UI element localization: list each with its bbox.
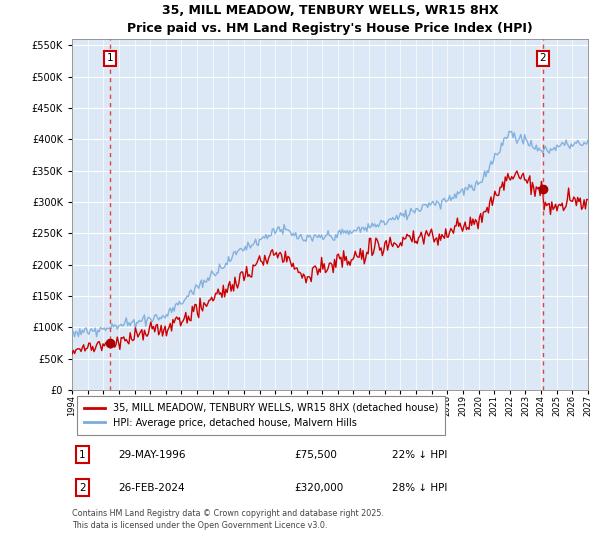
Text: 22% ↓ HPI: 22% ↓ HPI (392, 450, 447, 460)
Text: 2: 2 (79, 483, 86, 492)
Text: 29-MAY-1996: 29-MAY-1996 (118, 450, 186, 460)
Text: 2: 2 (539, 53, 546, 63)
Text: 1: 1 (107, 53, 113, 63)
Text: £75,500: £75,500 (294, 450, 337, 460)
Text: 28% ↓ HPI: 28% ↓ HPI (392, 483, 447, 492)
Legend: 35, MILL MEADOW, TENBURY WELLS, WR15 8HX (detached house), HPI: Average price, d: 35, MILL MEADOW, TENBURY WELLS, WR15 8HX… (77, 396, 445, 435)
Text: Contains HM Land Registry data © Crown copyright and database right 2025.
This d: Contains HM Land Registry data © Crown c… (72, 509, 384, 530)
Text: £320,000: £320,000 (294, 483, 343, 492)
Text: 26-FEB-2024: 26-FEB-2024 (118, 483, 185, 492)
Text: 1: 1 (79, 450, 86, 460)
Title: 35, MILL MEADOW, TENBURY WELLS, WR15 8HX
Price paid vs. HM Land Registry's House: 35, MILL MEADOW, TENBURY WELLS, WR15 8HX… (127, 4, 533, 35)
